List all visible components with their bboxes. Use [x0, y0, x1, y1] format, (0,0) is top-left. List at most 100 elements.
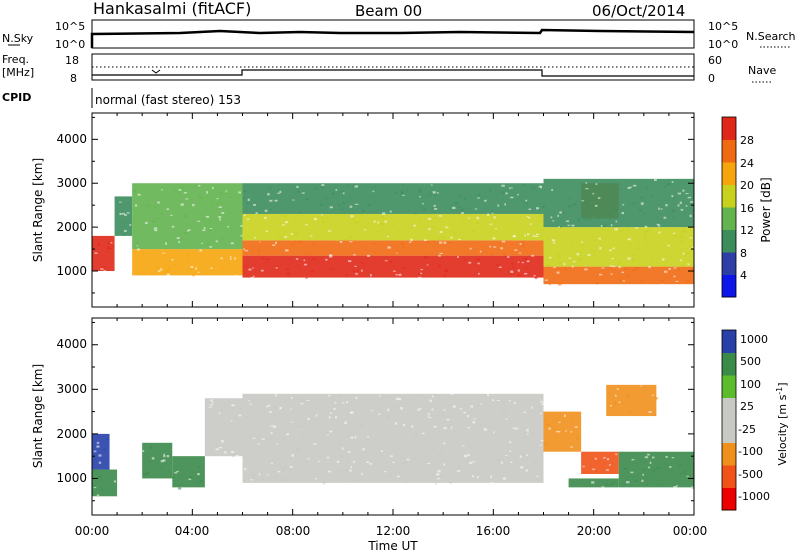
nsky-tick-low: 10^0 — [55, 38, 85, 51]
heatmap-speckle — [477, 193, 481, 196]
heatmap-speckle — [442, 409, 447, 411]
heatmap-speckle — [552, 220, 555, 222]
heatmap-speckle — [377, 230, 380, 233]
heatmap-speckle — [370, 274, 372, 277]
heatmap-speckle — [381, 215, 384, 218]
heatmap-speckle — [362, 448, 365, 451]
heatmap-speckle — [577, 218, 580, 222]
heatmap-speckle — [419, 407, 422, 410]
heatmap-speckle — [199, 249, 203, 252]
heatmap-speckle — [284, 236, 288, 238]
heatmap-speckle — [525, 201, 529, 204]
velocity-cbar-tick-100: 100 — [740, 378, 761, 391]
freq-dip-marks — [151, 69, 161, 74]
heatmap-speckle — [126, 212, 130, 214]
power-ytick-3000: 3000 — [56, 176, 87, 190]
heatmap-speckle — [602, 258, 605, 261]
heatmap-speckle — [478, 272, 480, 275]
heatmap-speckle — [227, 226, 230, 228]
heatmap-speckle — [489, 426, 492, 429]
heatmap-speckle — [608, 464, 612, 466]
heatmap-speckle — [287, 272, 291, 275]
heatmap-speckle — [497, 204, 500, 207]
heatmap-speckle — [377, 221, 380, 224]
heatmap-speckle — [188, 478, 192, 481]
heatmap-speckle — [443, 442, 446, 445]
heatmap-speckle — [569, 197, 571, 200]
power-colorbar-frame — [721, 116, 737, 298]
nave-label: Nave — [748, 64, 776, 77]
heatmap-speckle — [629, 186, 633, 189]
heatmap-speckle — [314, 478, 318, 480]
heatmap-speckle — [284, 431, 289, 433]
heatmap-speckle — [344, 239, 347, 241]
heatmap-speckle — [432, 217, 436, 219]
heatmap-speckle — [320, 186, 324, 189]
heatmap-speckle — [229, 226, 232, 228]
heatmap-speckle — [659, 479, 663, 481]
heatmap-speckle — [430, 192, 433, 194]
heatmap-speckle — [349, 431, 353, 434]
heatmap-speckle — [614, 394, 617, 397]
heatmap-speckle — [521, 261, 524, 264]
heatmap-region — [114, 196, 133, 236]
heatmap-speckle — [533, 461, 538, 464]
heatmap-speckle — [671, 195, 674, 198]
heatmap-speckle — [567, 224, 571, 226]
nsearch-tick-high: 10^5 — [708, 20, 738, 33]
heatmap-speckle — [352, 417, 355, 420]
heatmap-speckle — [155, 266, 159, 269]
velocity-colorbar-label: Velocity [m s-1] — [775, 382, 789, 465]
heatmap-speckle — [294, 232, 298, 235]
heatmap-region — [581, 451, 619, 474]
heatmap-speckle — [278, 453, 281, 457]
heatmap-speckle — [526, 454, 528, 456]
heatmap-speckle — [658, 231, 661, 234]
heatmap-speckle — [517, 274, 521, 277]
heatmap-speckle — [515, 427, 519, 430]
heatmap-speckle — [578, 257, 582, 261]
heatmap-speckle — [356, 269, 359, 272]
heatmap-speckle — [584, 217, 588, 220]
heatmap-speckle — [220, 257, 223, 260]
heatmap-speckle — [585, 188, 589, 190]
colorbar-segment — [722, 274, 736, 298]
velocity-cbar-tick-500: 500 — [740, 355, 761, 368]
heatmap-speckle — [524, 234, 526, 237]
heatmap-speckle — [375, 462, 378, 466]
heatmap-region — [543, 266, 694, 285]
heatmap-speckle — [540, 400, 544, 403]
heatmap-speckle — [329, 254, 333, 257]
heatmap-speckle — [428, 195, 432, 197]
velocity-ytick-4000: 4000 — [56, 337, 87, 351]
heatmap-speckle — [355, 396, 358, 399]
heatmap-speckle — [635, 480, 639, 483]
heatmap-speckle — [260, 269, 264, 272]
heatmap-speckle — [667, 244, 670, 247]
heatmap-speckle — [484, 457, 487, 459]
heatmap-speckle — [626, 275, 629, 278]
heatmap-region — [92, 469, 118, 497]
heatmap-speckle — [660, 186, 662, 188]
heatmap-speckle — [559, 225, 562, 228]
heatmap-speckle — [331, 192, 335, 195]
heatmap-speckle — [166, 455, 170, 458]
heatmap-speckle — [458, 467, 461, 469]
heatmap-speckle — [380, 450, 383, 452]
heatmap-speckle — [557, 214, 559, 217]
heatmap-speckle — [289, 466, 293, 468]
heatmap-speckle — [638, 208, 642, 211]
heatmap-speckle — [432, 448, 435, 451]
heatmap-speckle — [585, 182, 588, 184]
heatmap-speckle — [286, 240, 290, 242]
heatmap-speckle — [305, 198, 309, 201]
heatmap-speckle — [617, 188, 620, 190]
beam-title: Beam 00 — [355, 2, 422, 20]
heatmap-speckle — [553, 437, 556, 439]
heatmap-speckle — [209, 404, 214, 406]
heatmap-speckle — [538, 214, 542, 216]
heatmap-speckle — [339, 240, 343, 243]
heatmap-speckle — [556, 253, 561, 256]
heatmap-speckle — [152, 220, 156, 223]
heatmap-speckle — [463, 197, 467, 200]
